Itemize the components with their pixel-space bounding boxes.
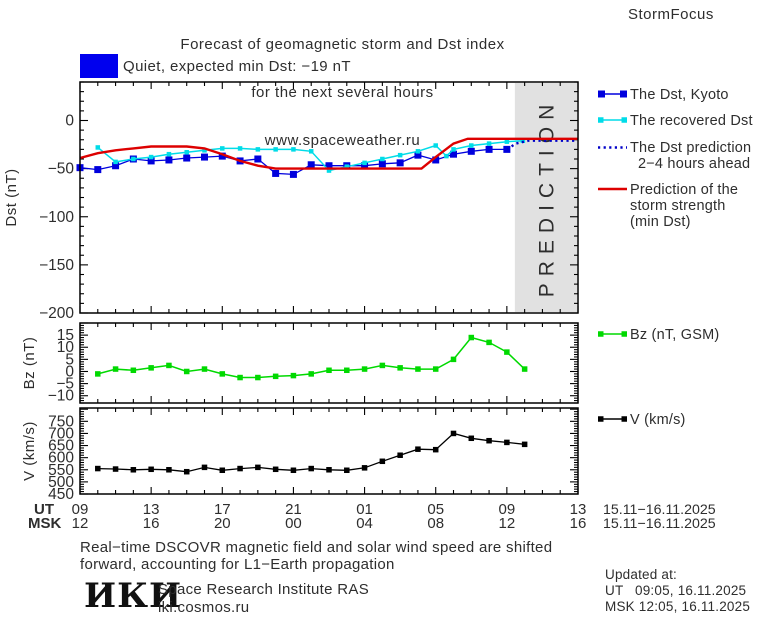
y-tick-label: 650 [48,438,74,455]
msk-date-range: 15.11−16.11.2025 [603,516,716,532]
series-the-recovered-dst [95,138,526,173]
legend-storm-strength-3: (min Dst) [630,214,691,230]
y-tick-label: −200 [39,305,74,322]
org-site-url: iki.cosmos.ru [158,599,250,616]
msk-hour-label: 08 [427,515,444,532]
page-title: Forecast of geomagnetic storm and Dst in… [60,5,625,165]
ut-hour-label: 09 [72,501,89,518]
msk-hour-label: 16 [570,515,587,532]
legend-dst-kyoto: The Dst, Kyoto [630,87,729,103]
series-bz-nt-gsm- [95,334,528,381]
series-the-dst-prediction-2-4-hours-ahead [506,139,578,151]
ut-hour-label: 13 [143,501,160,518]
panel-frame [79,81,579,314]
ut-hour-label: 17 [214,501,231,518]
status-text: Quiet, expected min Dst: −19 nT [123,58,351,75]
ut-row-label: UT [34,501,54,518]
y-tick-label: 600 [48,450,74,467]
updated-at-ut: UT 09:05, 16.11.2025 [605,583,747,598]
msk-hour-label: 04 [356,515,373,532]
title-line-3: www.spaceweather.ru [264,132,421,149]
y-tick-label: 450 [48,486,74,503]
legend-markers [598,90,627,422]
legend-storm-strength-1: Prediction of the [630,182,739,198]
footer-note-line-1: Real−time DSCOVR magnetic field and sola… [80,539,553,556]
y-tick-label: −50 [48,161,75,178]
title-line-1: Forecast of geomagnetic storm and Dst in… [180,36,505,53]
legend-v: V (km/s) [630,412,686,428]
ut-hour-label: 05 [427,501,444,518]
y-tick-label: −150 [39,257,74,274]
y-tick-label: 15 [57,327,74,344]
y-tick-label: −10 [48,388,75,405]
title-line-2: for the next several hours [251,84,434,101]
org-name: Space Research Institute RAS [158,581,370,598]
msk-hour-label: 12 [72,515,89,532]
panel-frame [79,322,579,404]
storm-level-swatch [80,54,118,78]
series-prediction-of-the-storm-strength-min-dst- [79,137,578,170]
footer-note-line-2: forward, accounting for L1−Earth propaga… [80,556,395,573]
y-tick-label: 10 [57,339,75,356]
y-tick-label: 5 [65,351,74,368]
prediction-band-label: PREDICTION [535,98,558,298]
msk-hour-label: 12 [499,515,516,532]
brand-name: StormFocus [628,6,714,23]
msk-hour-label: 20 [214,515,231,532]
ut-hour-label: 09 [499,501,516,518]
legend-recovered-dst: The recovered Dst [630,113,753,129]
legend-bz: Bz (nT, GSM) [630,327,720,343]
y-tick-label: −100 [39,209,74,226]
legend-dst-prediction-2: 2−4 hours ahead [638,156,751,172]
y-axis-label: Bz (nT) [21,337,38,390]
msk-hour-label: 16 [143,515,160,532]
y-tick-label: 700 [48,425,74,442]
y-tick-label: 750 [48,413,74,430]
y-axis-label: Dst (nT) [3,168,20,226]
series-v-km-s- [95,430,528,475]
legend-dst-prediction-1: The Dst prediction [630,140,752,156]
dst-panel: PREDICTION 0 −50 −100 −150 −200 Dst (nT) [3,81,579,322]
y-tick-label: 0 [65,363,74,380]
panel-frame [79,407,579,495]
prediction-band [514,83,577,312]
legend-storm-strength-2: storm strength [630,198,726,214]
y-tick-label: −5 [56,376,74,393]
updated-at-heading: Updated at: [605,567,678,582]
ut-hour-label: 13 [570,501,587,518]
y-axis-label: V (km/s) [21,421,38,481]
msk-row-label: MSK [28,515,62,532]
ut-date-range: 15.11−16.11.2025 [603,502,716,518]
ut-hour-label: 01 [356,501,373,518]
msk-hour-label: 00 [285,515,302,532]
ut-hour-label: 21 [285,501,302,518]
iki-logo: ИКИ [84,576,183,616]
y-tick-label: 500 [48,474,74,491]
y-tick-label: 550 [48,462,74,479]
updated-at-msk: MSK 12:05, 16.11.2025 [605,599,751,614]
y-tick-label: 0 [65,113,74,130]
